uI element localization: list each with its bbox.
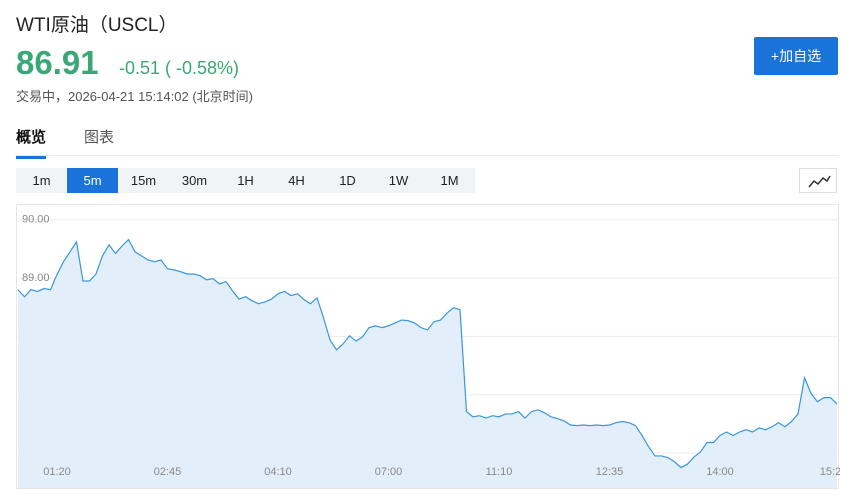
timeframe[interactable]: 1D (339, 173, 356, 188)
price: 86.91 (16, 44, 99, 81)
timeframe[interactable]: 1M (440, 173, 459, 188)
chart-frame (16, 204, 839, 489)
x-tick-label: 11:10 (486, 466, 513, 478)
x-tick-label: 12:35 (596, 466, 624, 478)
timeframe-bar: 1m 5m 15m 30m 1H 4H 1D 1W 1M (16, 168, 475, 193)
tabs: 概览 图表 (16, 126, 114, 159)
timeframe[interactable]: 1H (237, 173, 254, 188)
title: WTI原油（USCL） (16, 15, 178, 36)
timeframe[interactable]: 4H (288, 173, 305, 188)
status: 交易中，2026-04-21 15:14:02 (北京时间) (16, 89, 253, 104)
area-fill (18, 239, 837, 488)
chart: 86.0087.0088.0089.0090.0001:2002:4504:10… (16, 204, 840, 489)
add-watchlist-button[interactable]: +加自选 (754, 37, 838, 75)
x-tick-label: 04:10 (264, 466, 292, 478)
x-tick-label: 07:00 (375, 466, 403, 478)
timeframe[interactable]: 1m (32, 173, 51, 188)
timeframe[interactable]: 30m (181, 173, 208, 188)
x-tick-label: 14:00 (706, 466, 734, 478)
timeframe[interactable]: 1W (388, 173, 409, 188)
tab[interactable]: 图表 (84, 129, 115, 146)
price-line (17, 238, 838, 469)
x-tick-label: 01:20 (43, 466, 71, 478)
timeframe[interactable]: 5m (67, 168, 118, 193)
y-tick-label: 90.00 (22, 214, 50, 226)
divider (16, 155, 838, 156)
x-tick-label: 15:2 (820, 466, 840, 478)
y-tick-label: 89.00 (22, 272, 50, 284)
x-tick-label: 02:45 (154, 466, 182, 478)
chart-type-button[interactable] (799, 168, 837, 193)
timeframe[interactable]: 15m (130, 173, 157, 188)
change: -0.51 ( -0.58%) (119, 58, 240, 78)
tab[interactable]: 概览 (16, 126, 47, 159)
